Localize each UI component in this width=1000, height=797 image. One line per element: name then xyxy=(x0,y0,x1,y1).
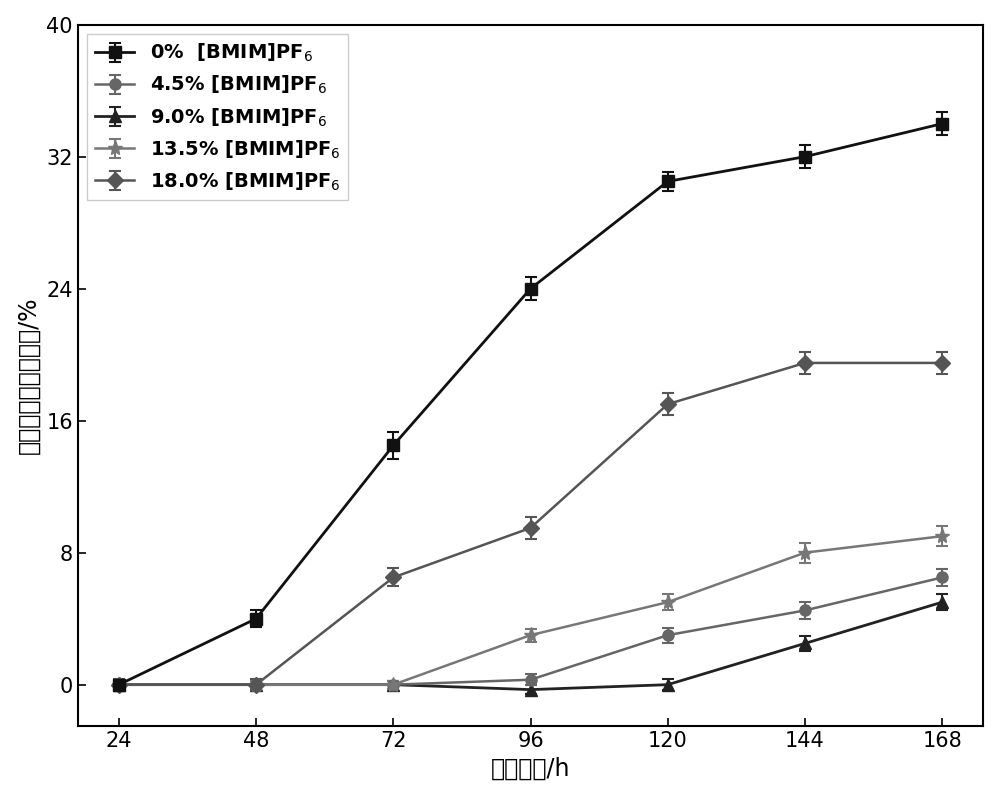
X-axis label: 振荡时间/h: 振荡时间/h xyxy=(491,756,570,780)
Legend: 0%  [BMIM]PF$_6$, 4.5% [BMIM]PF$_6$, 9.0% [BMIM]PF$_6$, 13.5% [BMIM]PF$_6$, 18.0: 0% [BMIM]PF$_6$, 4.5% [BMIM]PF$_6$, 9.0%… xyxy=(87,34,348,200)
Y-axis label: 微囊化细胞的破损率/%: 微囊化细胞的破损率/% xyxy=(17,296,41,454)
